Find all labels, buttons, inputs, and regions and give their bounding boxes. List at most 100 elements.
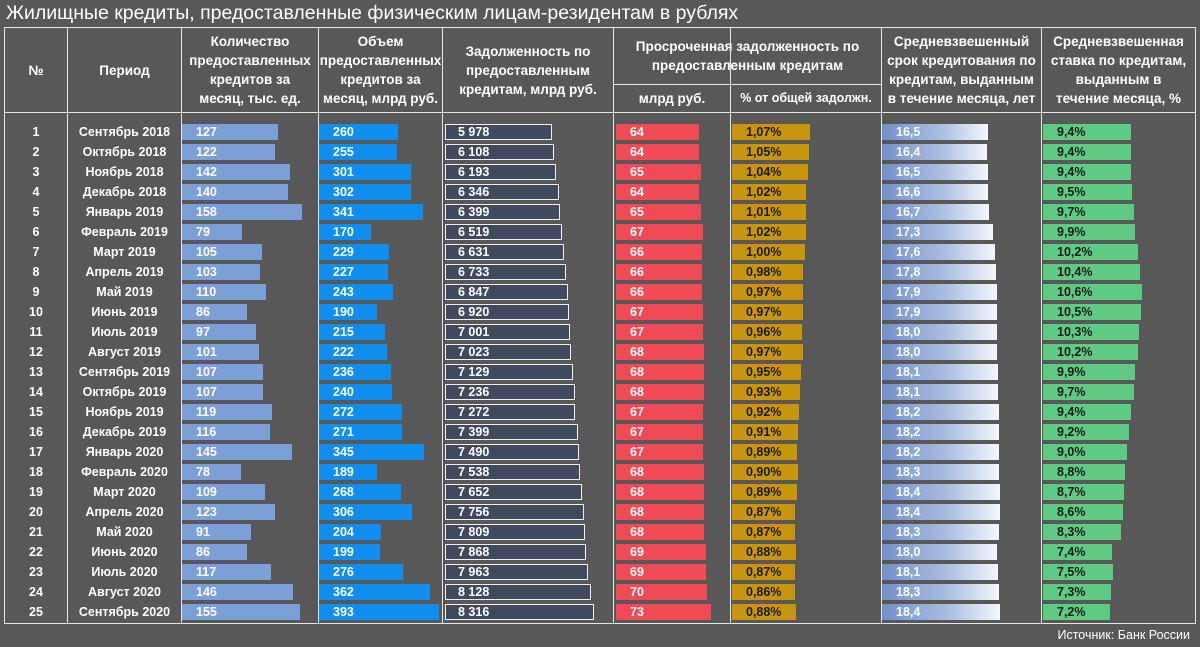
bar-debt: 7 652 bbox=[445, 484, 582, 500]
bar-rate: 8,3% bbox=[1043, 524, 1121, 540]
bar-overdue-pct: 1,02% bbox=[732, 184, 806, 200]
bar-rate: 9,2% bbox=[1043, 424, 1129, 440]
bar-count: 110 bbox=[182, 284, 266, 300]
bar-volume: 260 bbox=[319, 124, 398, 140]
header-num: № bbox=[28, 62, 44, 78]
row-period: Декабрь 2018 bbox=[82, 185, 167, 199]
bar-count: 117 bbox=[182, 564, 271, 580]
bar-debt: 5 978 bbox=[445, 124, 552, 140]
source-note: Источник: Банк России bbox=[1057, 628, 1190, 642]
bar-overdue: 66 bbox=[616, 264, 702, 280]
bar-term: 18,2 bbox=[882, 404, 999, 420]
bar-term: 16,4 bbox=[882, 144, 987, 160]
bar-overdue-pct: 0,87% bbox=[732, 564, 795, 580]
bar-term: 18,0 bbox=[882, 324, 997, 340]
bar-debt: 7 236 bbox=[445, 384, 575, 400]
row-number: 13 bbox=[29, 365, 43, 379]
bar-overdue-pct: 0,96% bbox=[732, 324, 802, 340]
bar-volume: 240 bbox=[319, 384, 392, 400]
bar-debt: 7 538 bbox=[445, 464, 580, 480]
bar-volume: 236 bbox=[319, 364, 391, 380]
bar-rate: 9,4% bbox=[1043, 404, 1131, 420]
bar-overdue: 68 bbox=[616, 364, 704, 380]
row-period: Январь 2019 bbox=[85, 205, 164, 219]
row-period: Январь 2020 bbox=[85, 445, 164, 459]
bar-overdue: 68 bbox=[616, 524, 704, 540]
bar-volume: 199 bbox=[319, 544, 380, 560]
bar-count: 158 bbox=[182, 204, 302, 220]
bar-rate: 9,9% bbox=[1043, 224, 1135, 240]
bar-rate: 8,7% bbox=[1043, 484, 1124, 500]
row-period: Ноябрь 2018 bbox=[85, 165, 164, 179]
row-number: 21 bbox=[29, 525, 43, 539]
bar-term: 18,3 bbox=[882, 464, 999, 480]
bar-overdue: 66 bbox=[616, 244, 702, 260]
row-number: 25 bbox=[29, 605, 43, 619]
bar-overdue: 67 bbox=[616, 404, 703, 420]
row-number: 8 bbox=[32, 265, 40, 279]
header-overdue: млрд руб. bbox=[638, 91, 706, 106]
row-number: 11 bbox=[29, 325, 43, 339]
bar-debt: 6 193 bbox=[445, 164, 556, 180]
bar-count: 105 bbox=[182, 244, 262, 260]
bar-overdue-pct: 1,07% bbox=[732, 124, 810, 140]
bar-count: 123 bbox=[182, 504, 275, 520]
bar-overdue: 68 bbox=[616, 464, 704, 480]
bar-debt: 8 316 bbox=[445, 604, 594, 620]
bar-overdue: 73 bbox=[616, 604, 711, 620]
grid-line bbox=[1195, 27, 1196, 624]
bar-volume: 189 bbox=[319, 464, 377, 480]
bar-overdue-pct: 0,97% bbox=[732, 304, 803, 320]
row-number: 23 bbox=[29, 565, 43, 579]
row-period: Июнь 2019 bbox=[91, 305, 158, 319]
bar-debt: 7 809 bbox=[445, 524, 585, 540]
bar-debt: 6 108 bbox=[445, 144, 554, 160]
bar-volume: 215 bbox=[319, 324, 385, 340]
bar-overdue-pct: 0,88% bbox=[732, 604, 796, 620]
bar-volume: 272 bbox=[319, 404, 402, 420]
bar-count: 86 bbox=[182, 544, 247, 560]
bar-count: 107 bbox=[182, 384, 263, 400]
bar-overdue-pct: 0,87% bbox=[732, 504, 795, 520]
header-overdue-group: Просроченная задолженность по предоставл… bbox=[635, 39, 860, 73]
bar-term: 18,4 bbox=[882, 484, 1000, 500]
header-volume: Объем предоставленных кредитов за месяц,… bbox=[319, 34, 442, 106]
bar-rate: 10,6% bbox=[1043, 284, 1142, 300]
bar-term: 17,6 bbox=[882, 244, 995, 260]
bar-term: 18,4 bbox=[882, 604, 1000, 620]
row-period: Сентябрь 2019 bbox=[78, 365, 171, 379]
row-period: Ноябрь 2019 bbox=[85, 405, 164, 419]
bar-volume: 276 bbox=[319, 564, 403, 580]
bar-rate: 7,5% bbox=[1043, 564, 1113, 580]
grid-line bbox=[1041, 27, 1042, 624]
bar-volume: 255 bbox=[319, 144, 397, 160]
row-period: Апрель 2019 bbox=[85, 265, 164, 279]
bar-volume: 301 bbox=[319, 164, 411, 180]
row-period: Май 2020 bbox=[96, 525, 153, 539]
grid-line bbox=[4, 27, 5, 624]
bar-term: 18,3 bbox=[882, 584, 999, 600]
bar-rate: 9,0% bbox=[1043, 444, 1127, 460]
bar-overdue-pct: 0,93% bbox=[732, 384, 800, 400]
grid-line bbox=[67, 27, 68, 624]
bar-term: 17,9 bbox=[882, 284, 997, 300]
bar-debt: 6 399 bbox=[445, 204, 560, 220]
bar-rate: 10,2% bbox=[1043, 344, 1138, 360]
bar-overdue: 66 bbox=[616, 284, 702, 300]
bar-rate: 9,7% bbox=[1043, 384, 1134, 400]
bar-debt: 7 963 bbox=[445, 564, 588, 580]
bar-rate: 9,9% bbox=[1043, 364, 1135, 380]
bar-count: 103 bbox=[182, 264, 260, 280]
grid-line bbox=[881, 27, 882, 624]
bar-term: 17,3 bbox=[882, 224, 993, 240]
bar-rate: 7,2% bbox=[1043, 604, 1110, 620]
chart-title: Жилищные кредиты, предоставленные физиче… bbox=[6, 2, 739, 24]
bar-term: 18,1 bbox=[882, 364, 998, 380]
bar-volume: 345 bbox=[319, 444, 424, 460]
bar-volume: 302 bbox=[319, 184, 411, 200]
bar-count: 97 bbox=[182, 324, 256, 340]
bar-volume: 341 bbox=[319, 204, 423, 220]
bar-debt: 7 399 bbox=[445, 424, 578, 440]
bar-overdue: 65 bbox=[616, 204, 701, 220]
bar-debt: 7 756 bbox=[445, 504, 584, 520]
